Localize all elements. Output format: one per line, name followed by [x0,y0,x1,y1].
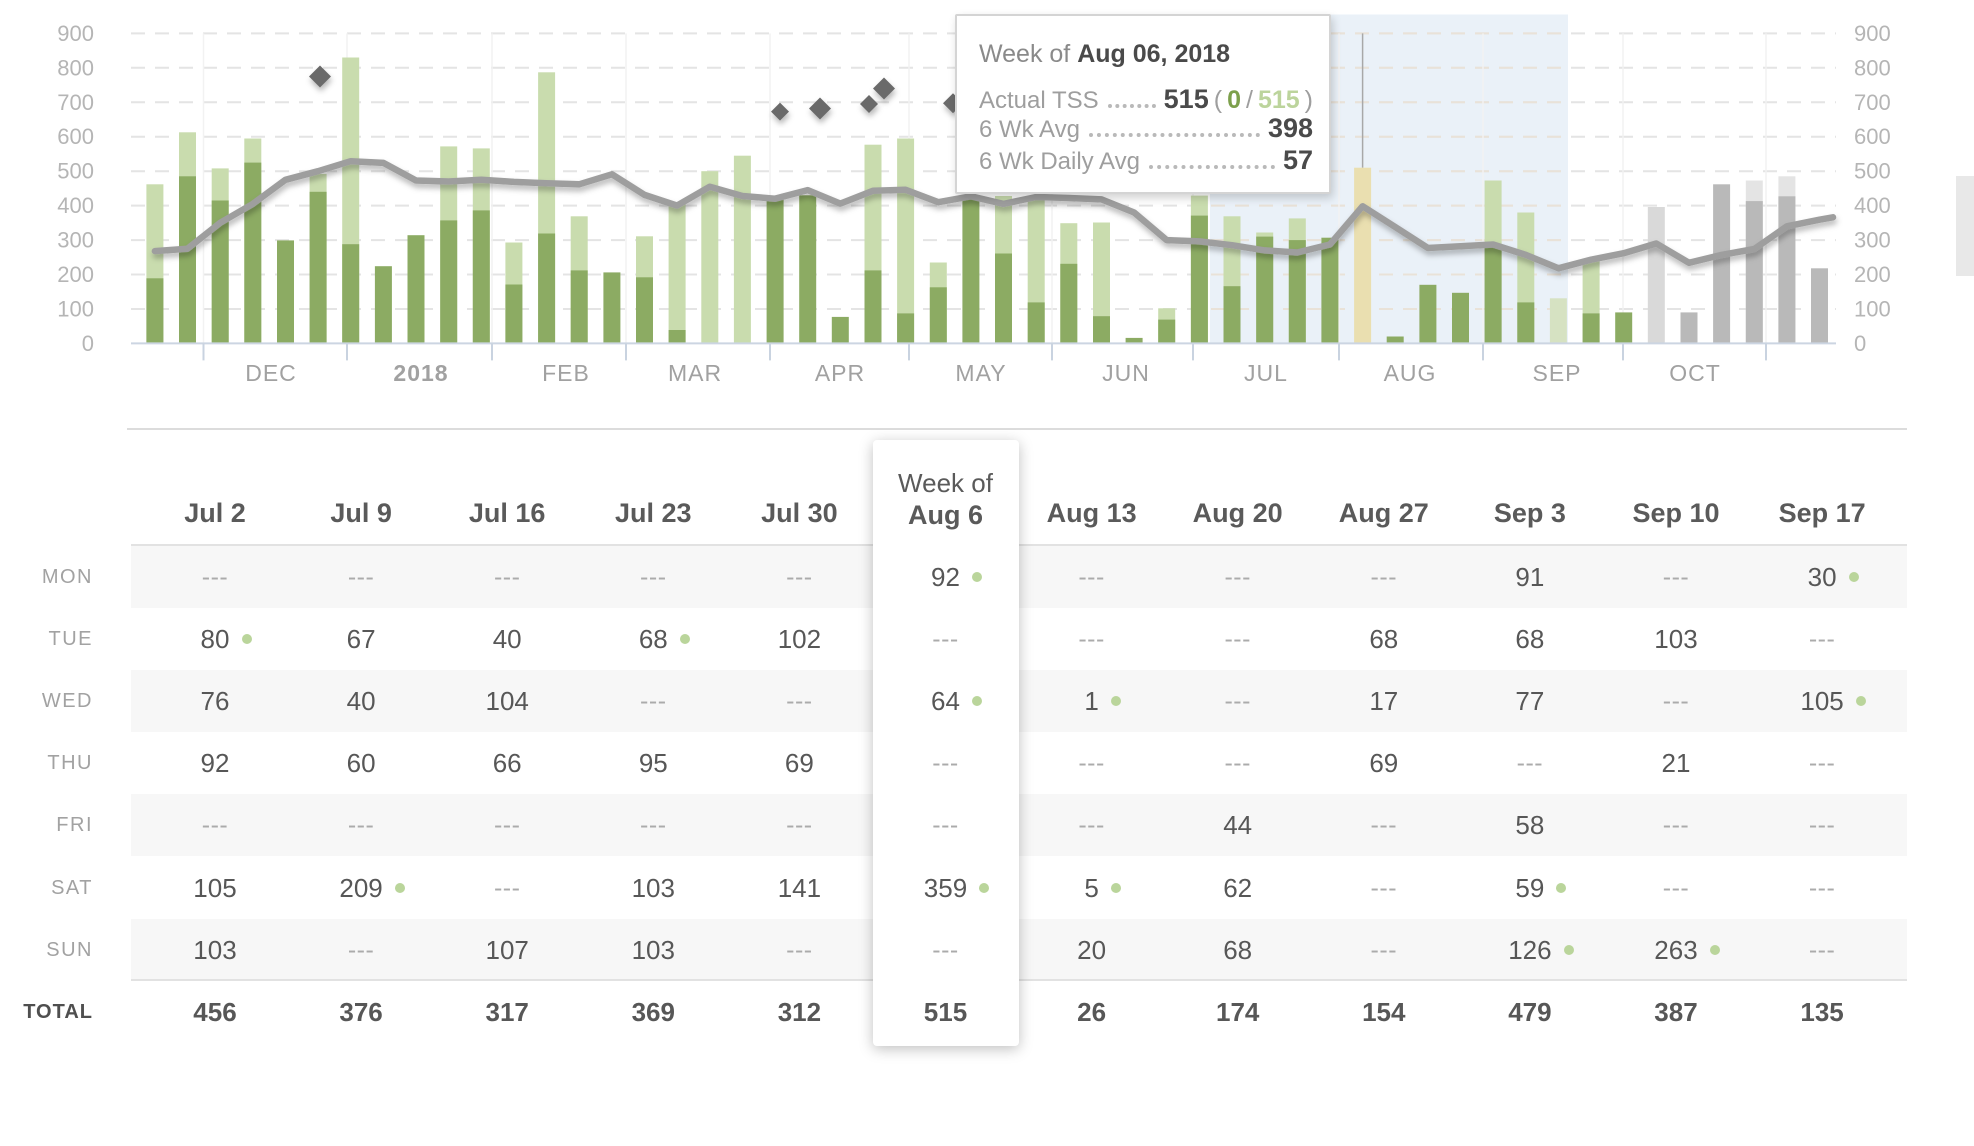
svg-text:DEC: DEC [245,360,297,386]
svg-text:600: 600 [57,124,94,149]
svg-text:2018: 2018 [393,360,448,386]
svg-text:AUG: AUG [1384,360,1437,386]
svg-text:200: 200 [1854,262,1891,287]
svg-text:500: 500 [1854,159,1891,184]
svg-text:300: 300 [57,228,94,253]
svg-text:100: 100 [57,297,94,322]
svg-text:SEP: SEP [1532,360,1581,386]
svg-text:OCT: OCT [1669,360,1721,386]
svg-text:200: 200 [57,262,94,287]
svg-text:0: 0 [82,331,94,356]
svg-text:800: 800 [57,55,94,80]
svg-text:600: 600 [1854,124,1891,149]
svg-text:0: 0 [1854,331,1866,356]
svg-text:JUN: JUN [1102,360,1150,386]
svg-text:MAY: MAY [955,360,1006,386]
svg-text:900: 900 [1854,21,1891,46]
svg-text:400: 400 [1854,193,1891,218]
svg-text:JUL: JUL [1244,360,1288,386]
svg-text:400: 400 [57,193,94,218]
svg-text:FEB: FEB [542,360,590,386]
svg-text:700: 700 [57,90,94,115]
svg-text:100: 100 [1854,297,1891,322]
svg-text:900: 900 [57,21,94,46]
svg-text:500: 500 [57,159,94,184]
svg-text:MAR: MAR [668,360,722,386]
svg-text:700: 700 [1854,90,1891,115]
svg-text:APR: APR [815,360,865,386]
svg-text:300: 300 [1854,228,1891,253]
svg-text:800: 800 [1854,55,1891,80]
